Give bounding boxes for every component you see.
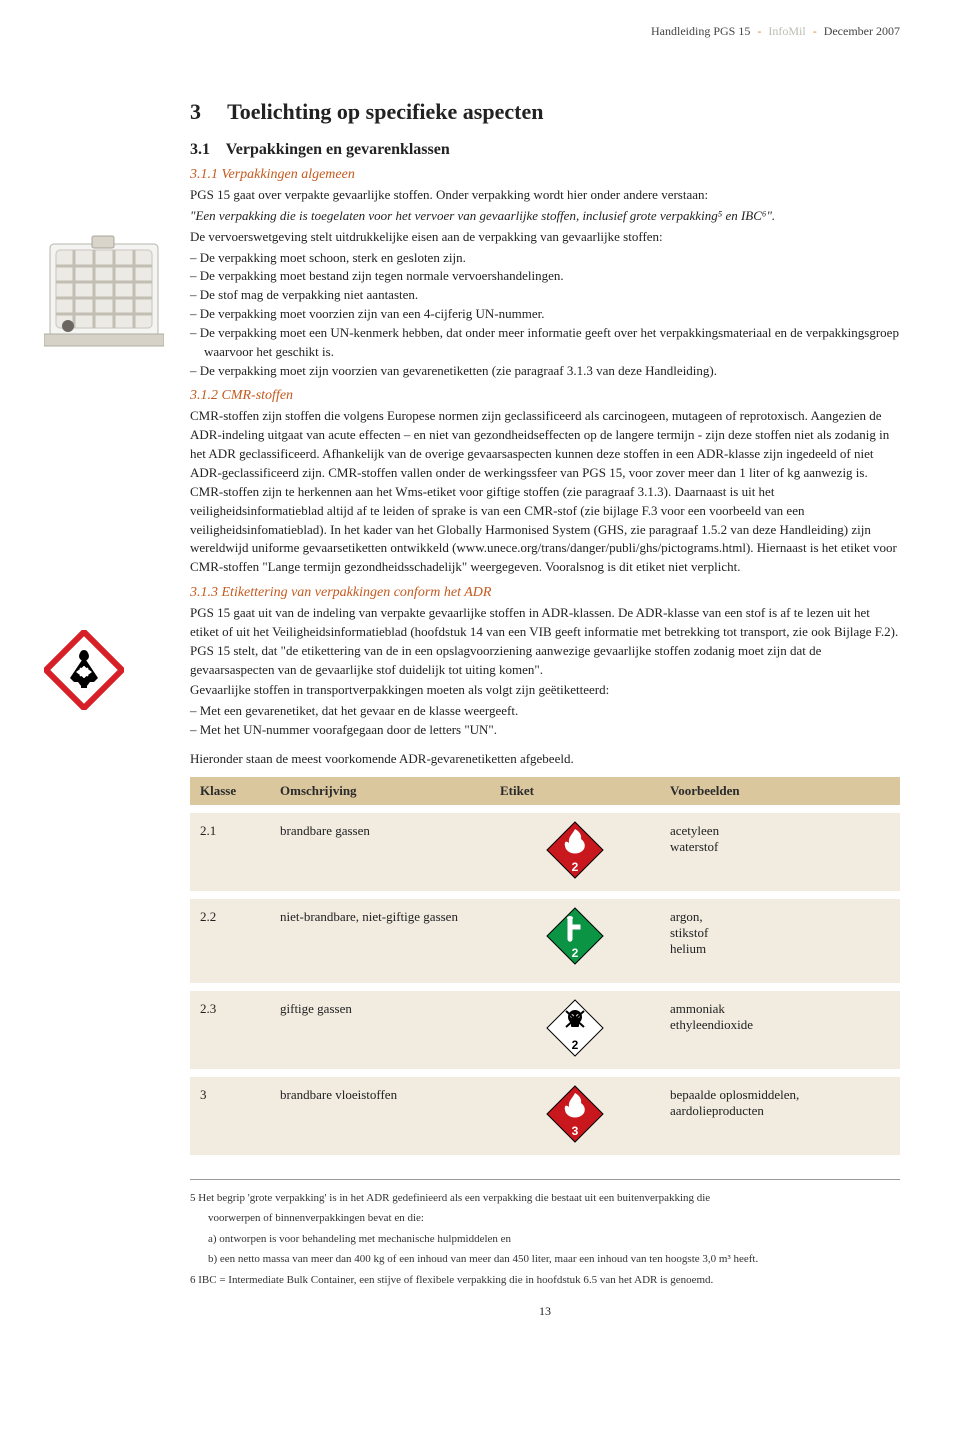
adr-table-wrap: Klasse Omschrijving Etiket Voorbeelden 2… [190, 777, 900, 1155]
footnote-5c: a) ontworpen is voor behandeling met mec… [190, 1231, 900, 1248]
hazard-diamond-icon: 2 [544, 905, 606, 967]
subsection-title: Verpakkingen en gevarenklassen [226, 141, 450, 158]
heading-313: 3.1.3 Etikettering van verpakkingen conf… [190, 585, 900, 601]
hazard-diamond-icon: 3 [544, 1083, 606, 1145]
footnote-5b: voorwerpen of binnenverpakkingen bevat e… [190, 1210, 900, 1227]
list-item: Met het UN-nummer voorafgegaan door de l… [190, 721, 900, 740]
main-content: 3 Toelichting op specifieke aspecten 3.1… [190, 99, 900, 1319]
list-item: De stof mag de verpakking niet aantasten… [190, 286, 900, 305]
svg-text:2: 2 [572, 860, 579, 874]
footnote-5a: 5 Het begrip 'grote verpakking' is in he… [190, 1190, 900, 1207]
table-row: 2.2niet-brandbare, niet-giftige gassen 2 a… [190, 895, 900, 987]
para-311-3: De vervoerswetgeving stelt uitdrukkelijk… [190, 228, 900, 247]
figure-ghs-health-hazard [44, 630, 124, 710]
subsection-heading: 3.1 Verpakkingen en gevarenklassen [190, 141, 900, 159]
para-313-2: Gevaarlijke stoffen in transportverpakki… [190, 681, 900, 700]
footnote-6: 6 IBC = Intermediate Bulk Container, een… [190, 1272, 900, 1289]
header-date: December 2007 [824, 24, 900, 38]
cell-etiket: 3 [490, 1073, 660, 1155]
th-etiket: Etiket [490, 777, 660, 809]
section-number: 3 [190, 99, 222, 125]
para-311-1: PGS 15 gaat over verpakte gevaarlijke st… [190, 186, 900, 205]
table-row: 2.3giftige gassen 2 ammoniak ethyleendioxi… [190, 987, 900, 1073]
para-312: CMR-stoffen zijn stoffen die volgens Eur… [190, 407, 900, 577]
svg-text:3: 3 [572, 1124, 579, 1138]
para-313-3: Hieronder staan de meest voorkomende ADR… [190, 750, 900, 769]
cell-voorbeelden: ammoniak ethyleendioxide [660, 987, 900, 1073]
svg-text:2: 2 [572, 946, 579, 960]
cell-etiket: 2 [490, 987, 660, 1073]
header-sep2: - [813, 24, 817, 38]
hazard-diamond-icon: 2 [544, 997, 606, 1059]
header-doc-title: Handleiding PGS 15 [651, 24, 750, 38]
list-313: Met een gevarenetiket, dat het gevaar en… [190, 702, 900, 740]
cell-omschrijving: niet-brandbare, niet-giftige gassen [270, 895, 490, 987]
para-311-2: "Een verpakking die is toegelaten voor h… [190, 207, 900, 226]
para-313-1: PGS 15 gaat uit van de indeling van verp… [190, 604, 900, 679]
ibc-icon [44, 230, 164, 350]
th-vb: Voorbeelden [660, 777, 900, 809]
cell-klasse: 2.3 [190, 987, 270, 1073]
hazard-diamond-icon: 2 [544, 819, 606, 881]
header-org: InfoMil [768, 24, 805, 38]
list-item: De verpakking moet voorzien zijn van een… [190, 305, 900, 324]
cell-klasse: 3 [190, 1073, 270, 1155]
cell-klasse: 2.1 [190, 809, 270, 895]
svg-text:2: 2 [572, 1038, 579, 1052]
list-item: De verpakking moet schoon, sterk en gesl… [190, 249, 900, 268]
header-line: Handleiding PGS 15 - InfoMil - December … [60, 24, 900, 39]
list-item: De verpakking moet bestand zijn tegen no… [190, 267, 900, 286]
cell-omschrijving: brandbare vloeistoffen [270, 1073, 490, 1155]
section-title: Toelichting op specifieke aspecten [227, 99, 543, 124]
table-row: 3brandbare vloeistoffen3bepaalde oplosmi… [190, 1073, 900, 1155]
cell-klasse: 2.2 [190, 895, 270, 987]
cell-voorbeelden: argon, stikstof helium [660, 895, 900, 987]
heading-311: 3.1.1 Verpakkingen algemeen [190, 167, 900, 183]
table-row: 2.1brandbare gassen 2 acetyleen waterstof [190, 809, 900, 895]
th-klasse: Klasse [190, 777, 270, 809]
cell-omschrijving: brandbare gassen [270, 809, 490, 895]
cell-omschrijving: giftige gassen [270, 987, 490, 1073]
list-item: Met een gevarenetiket, dat het gevaar en… [190, 702, 900, 721]
heading-312: 3.1.2 CMR-stoffen [190, 388, 900, 404]
list-311: De verpakking moet schoon, sterk en gesl… [190, 249, 900, 381]
cell-voorbeelden: acetyleen waterstof [660, 809, 900, 895]
footnotes: 5 Het begrip 'grote verpakking' is in he… [190, 1179, 900, 1289]
cell-etiket: 2 [490, 809, 660, 895]
section-heading: 3 Toelichting op specifieke aspecten [190, 99, 900, 125]
cell-etiket: 2 [490, 895, 660, 987]
page-number: 13 [190, 1304, 900, 1319]
list-item: De verpakking moet een UN-kenmerk hebben… [190, 324, 900, 362]
page: Handleiding PGS 15 - InfoMil - December … [0, 0, 960, 1359]
figure-ibc-container [44, 230, 164, 350]
th-oms: Omschrijving [270, 777, 490, 809]
subsection-number: 3.1 [190, 141, 210, 159]
ghs-health-hazard-icon [44, 630, 124, 710]
list-item: De verpakking moet zijn voorzien van gev… [190, 362, 900, 381]
footnote-5d: b) een netto massa van meer dan 400 kg o… [190, 1251, 900, 1268]
adr-table: Klasse Omschrijving Etiket Voorbeelden 2… [190, 777, 900, 1155]
cell-voorbeelden: bepaalde oplosmiddelen, aardolieproducte… [660, 1073, 900, 1155]
header-sep: - [757, 24, 761, 38]
table-header-row: Klasse Omschrijving Etiket Voorbeelden [190, 777, 900, 809]
